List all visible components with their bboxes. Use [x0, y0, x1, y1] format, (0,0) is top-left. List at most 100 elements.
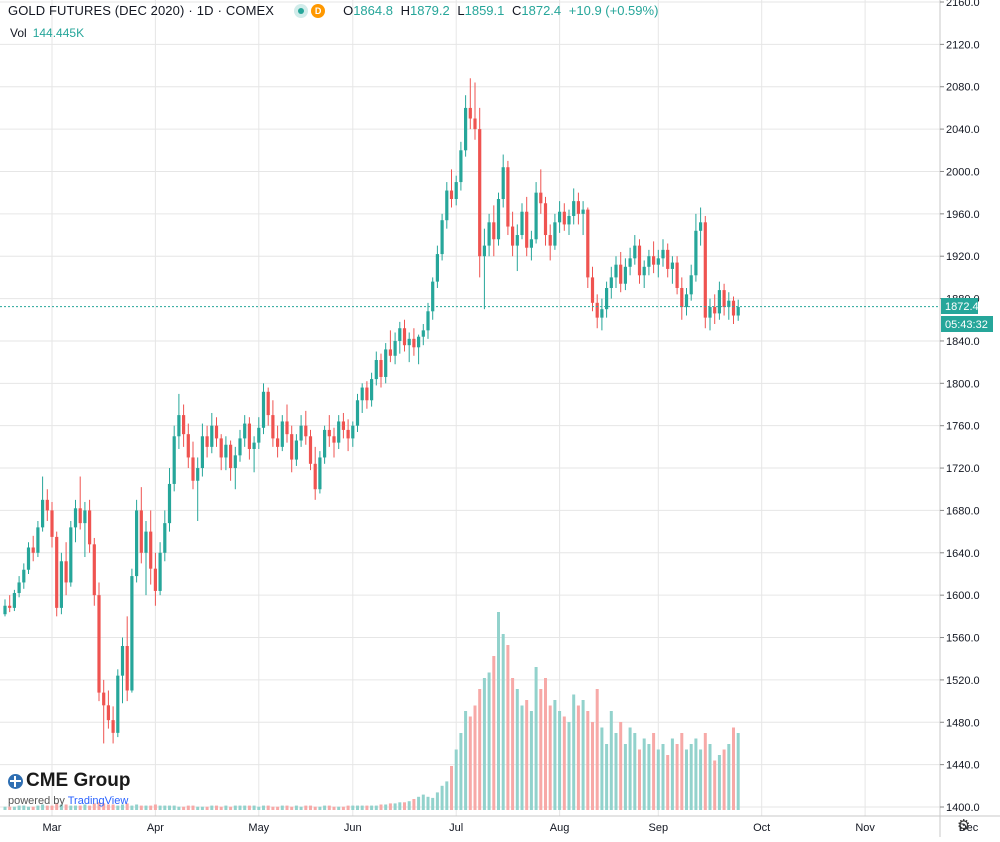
- gear-icon[interactable]: ⚙: [957, 817, 971, 834]
- volume-bar: [299, 806, 303, 810]
- volume-bar: [445, 781, 449, 810]
- volume-bar: [215, 805, 218, 810]
- volume-bar: [600, 727, 604, 810]
- volume-bar: [680, 733, 684, 810]
- candle: [31, 535, 35, 562]
- candle: [229, 440, 233, 481]
- candle: [431, 277, 435, 320]
- volume-bar: [309, 805, 312, 810]
- candle: [294, 434, 298, 466]
- y-tick-label: 1960.0: [946, 209, 980, 221]
- candle: [130, 568, 134, 693]
- volume-bar: [360, 805, 364, 810]
- volume-bar: [304, 805, 308, 810]
- volume-bar: [323, 805, 327, 810]
- candle: [271, 400, 275, 447]
- x-tick-label: Jul: [449, 822, 463, 834]
- volume-bar: [346, 805, 350, 810]
- candle: [224, 436, 228, 471]
- volume-bar: [426, 796, 430, 810]
- candle: [454, 175, 458, 206]
- symbol-title[interactable]: GOLD FUTURES (DEC 2020): [8, 3, 185, 18]
- candle: [257, 417, 261, 449]
- candle: [445, 182, 449, 229]
- volume-bar: [370, 805, 374, 810]
- globe-icon: [8, 773, 23, 789]
- volume-bar: [492, 656, 496, 810]
- candle: [205, 425, 209, 458]
- candle: [177, 393, 181, 449]
- candle: [276, 425, 280, 458]
- volume-bar: [595, 689, 599, 810]
- volume-bar: [313, 806, 317, 810]
- candle: [102, 679, 106, 744]
- candle: [69, 521, 73, 587]
- volume-bar: [586, 711, 590, 810]
- volume-bar: [210, 805, 214, 810]
- candle: [50, 501, 54, 548]
- volume-bar: [468, 716, 472, 810]
- exchange-label: COMEX: [225, 3, 275, 18]
- volume-bar: [172, 805, 176, 810]
- volume-bar: [450, 766, 453, 810]
- candle: [553, 213, 557, 250]
- candle: [308, 429, 313, 471]
- candle: [261, 383, 266, 435]
- volume-bar: [642, 738, 646, 810]
- open-value: 1864.8: [353, 3, 393, 18]
- volume-bar: [182, 806, 186, 810]
- volume-bar: [243, 805, 247, 810]
- candle: [388, 330, 392, 363]
- delayed-badge[interactable]: D: [311, 3, 326, 18]
- candle: [407, 332, 411, 363]
- volume-bar: [69, 805, 73, 810]
- volume-bar: [45, 805, 49, 810]
- volume-bar: [294, 805, 298, 810]
- candle: [214, 417, 219, 447]
- volume-bar: [337, 806, 341, 810]
- eye-icon[interactable]: [294, 3, 309, 18]
- volume-bar: [247, 805, 251, 810]
- candle: [628, 247, 632, 276]
- candle: [26, 542, 31, 574]
- volume-bar: [515, 689, 519, 810]
- volume-bar: [83, 804, 87, 810]
- y-tick-label: 1480.0: [946, 717, 980, 729]
- volume-bar: [487, 672, 491, 810]
- candle: [83, 501, 87, 558]
- candle: [313, 446, 317, 500]
- candle: [332, 427, 336, 458]
- volume-bar: [97, 802, 101, 810]
- branding[interactable]: CME Group powered by TradingView: [8, 770, 131, 807]
- y-tick-label: 1840.0: [946, 336, 980, 348]
- candle: [619, 251, 623, 293]
- candle: [614, 256, 618, 288]
- volume-bar: [121, 804, 124, 810]
- interval-label[interactable]: 1D: [196, 3, 214, 18]
- candle: [520, 203, 524, 240]
- volume-bar: [421, 794, 425, 810]
- candle: [365, 381, 369, 409]
- candle: [158, 542, 162, 596]
- volume-bar: [233, 805, 237, 810]
- volume-bar: [736, 733, 740, 810]
- candle: [247, 417, 251, 460]
- volume-bar: [623, 744, 627, 810]
- volume-bar: [591, 722, 594, 810]
- x-tick-label: Jun: [344, 822, 362, 834]
- volume-bar: [675, 744, 679, 810]
- volume-bar: [506, 645, 510, 810]
- candle: [374, 351, 378, 386]
- candle: [562, 203, 566, 231]
- candle: [558, 201, 562, 233]
- candle: [473, 82, 477, 140]
- powered-by-text: powered by: [8, 795, 65, 807]
- volume-bar: [266, 805, 270, 810]
- tradingview-link[interactable]: TradingView: [67, 795, 129, 807]
- candle: [172, 425, 176, 492]
- candle: [346, 419, 350, 452]
- volume-bar: [482, 678, 486, 810]
- volume-bar: [628, 727, 632, 810]
